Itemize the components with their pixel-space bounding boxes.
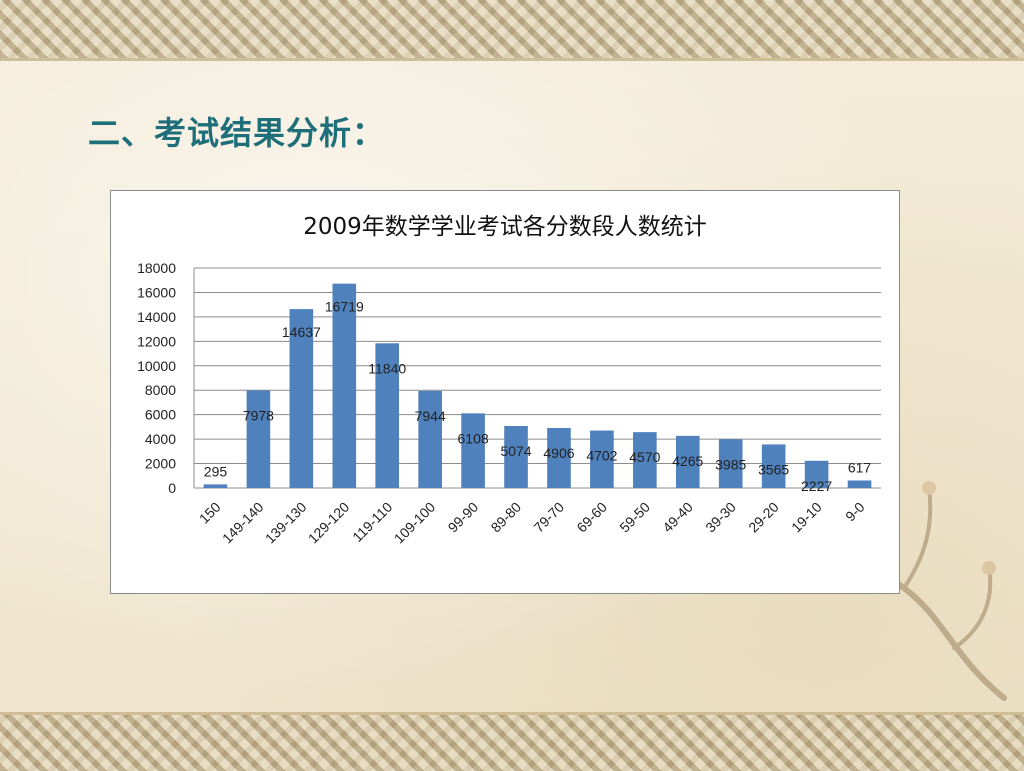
x-tick-label: 139-130 xyxy=(262,499,310,547)
data-label: 3565 xyxy=(758,461,789,477)
bar xyxy=(761,444,786,488)
bar xyxy=(675,435,700,488)
y-tick-label: 2000 xyxy=(145,456,176,472)
data-label: 617 xyxy=(848,459,872,475)
y-tick-label: 0 xyxy=(168,480,176,496)
x-tick-label: 29-20 xyxy=(745,499,782,536)
chart-title: 2009年数学学业考试各分数段人数统计 xyxy=(303,214,707,240)
bar xyxy=(461,413,485,488)
data-label: 14637 xyxy=(282,324,321,340)
x-tick-label: 59-50 xyxy=(616,499,653,536)
y-tick-label: 10000 xyxy=(137,358,176,374)
x-tick-label: 79-70 xyxy=(530,499,567,536)
x-tick-label: 99-90 xyxy=(445,499,482,536)
bar xyxy=(289,309,314,488)
bar xyxy=(332,283,357,488)
top-decorative-border xyxy=(0,0,1024,61)
x-tick-label: 109-100 xyxy=(391,499,439,547)
bar xyxy=(246,390,271,488)
x-tick-label: 69-60 xyxy=(573,499,610,536)
bar xyxy=(418,390,442,488)
data-label: 6108 xyxy=(458,430,489,446)
y-tick-label: 12000 xyxy=(137,333,176,349)
data-label: 7978 xyxy=(243,407,274,423)
bar xyxy=(633,432,657,488)
data-label: 7944 xyxy=(415,408,446,424)
chart-container: 2009年数学学业考试各分数段人数统计 0 2000 4000 6000 8000 100… xyxy=(110,190,900,594)
data-label: 5074 xyxy=(500,443,531,459)
y-tick-label: 18000 xyxy=(137,260,176,276)
y-tick-label: 14000 xyxy=(137,309,176,325)
y-tick-label: 8000 xyxy=(145,382,176,398)
y-tick-label: 16000 xyxy=(137,284,176,300)
data-label: 2227 xyxy=(801,478,832,494)
x-tick-label: 19-10 xyxy=(788,499,825,536)
data-label: 11840 xyxy=(368,360,406,376)
bar xyxy=(203,484,228,488)
data-label: 4265 xyxy=(672,453,703,469)
data-label: 4906 xyxy=(543,445,574,461)
data-label: 4702 xyxy=(586,448,617,464)
x-tick-label: 119-110 xyxy=(349,499,395,545)
bar-chart: 0 2000 4000 6000 8000 10000 12000 14000 16000 180… xyxy=(137,260,881,547)
x-tick-label: 9-0 xyxy=(842,499,868,525)
bar xyxy=(590,430,614,488)
bottom-decorative-border xyxy=(0,712,1024,771)
x-tick-label: 39-30 xyxy=(702,499,739,536)
slide-title: 二、考试结果分析： xyxy=(88,114,386,152)
bar xyxy=(804,460,829,488)
data-label: 16719 xyxy=(325,299,364,315)
x-tick-label: 89-80 xyxy=(488,499,525,536)
y-tick-label: 6000 xyxy=(145,407,176,423)
x-tick-label: 49-40 xyxy=(659,499,696,536)
bar xyxy=(547,428,571,488)
data-label: 3985 xyxy=(715,456,746,472)
bar xyxy=(504,425,528,488)
data-label: 4570 xyxy=(629,449,660,465)
x-tick-label: 149-140 xyxy=(219,499,267,547)
x-tick-label: 150 xyxy=(196,499,224,527)
bar xyxy=(718,439,743,488)
y-tick-label: 4000 xyxy=(145,431,176,447)
x-tick-label: 129-120 xyxy=(305,499,353,547)
bar xyxy=(375,343,400,488)
data-label: 295 xyxy=(204,463,228,479)
bar xyxy=(847,480,872,488)
